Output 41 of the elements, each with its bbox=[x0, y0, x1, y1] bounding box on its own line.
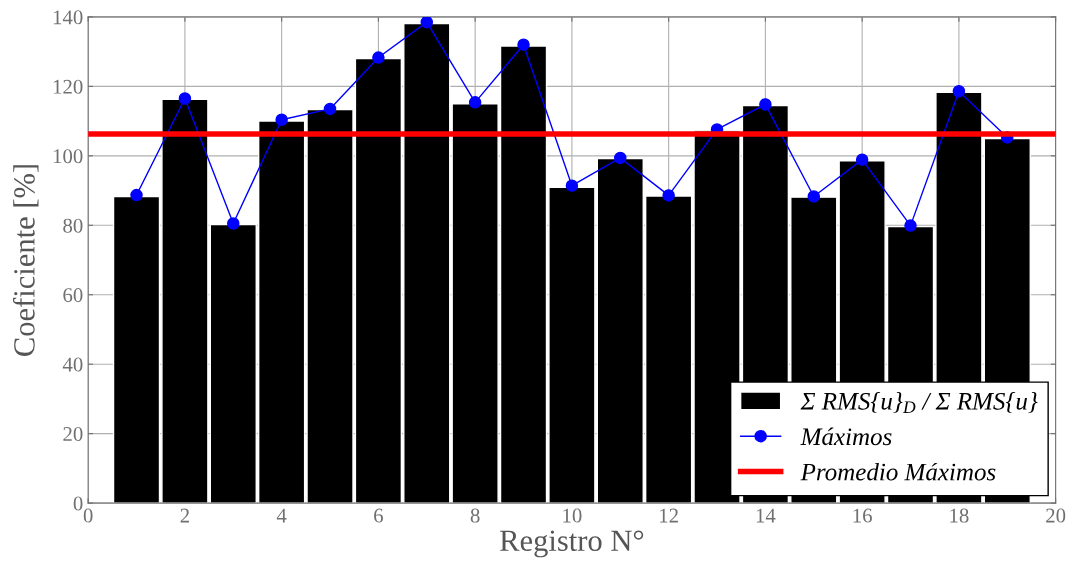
point bbox=[178, 92, 192, 105]
x-axis-title: Registro N° bbox=[500, 530, 644, 558]
x-tick-label: 12 bbox=[660, 508, 678, 523]
y-tick-label: 120 bbox=[53, 79, 83, 94]
point bbox=[323, 102, 337, 116]
x-tick-label: 14 bbox=[756, 508, 776, 523]
y-tick-label: 60 bbox=[63, 288, 83, 303]
legend-label: Promedio Máximos bbox=[800, 462, 996, 481]
point bbox=[565, 179, 579, 192]
x-tick-label: 20 bbox=[1046, 508, 1066, 523]
point bbox=[468, 96, 482, 109]
point bbox=[227, 217, 240, 230]
point bbox=[904, 219, 917, 232]
x-tick-label: 0 bbox=[83, 508, 93, 523]
y-tick-label: 0 bbox=[73, 496, 83, 511]
point bbox=[807, 190, 821, 203]
y-axis-title: Coeficiente [%] bbox=[12, 165, 39, 356]
legend-label: Máximos bbox=[800, 427, 892, 446]
point bbox=[662, 189, 675, 202]
legend-label: Σ RMS{u}$_{D}$ / Σ RMS{u} bbox=[800, 392, 1038, 413]
x-tick-label: 4 bbox=[276, 508, 287, 523]
point bbox=[952, 84, 966, 98]
point bbox=[130, 188, 143, 202]
point bbox=[517, 38, 530, 51]
point bbox=[614, 151, 627, 165]
y-tick-label: 140 bbox=[53, 10, 83, 25]
x-tick-label: 10 bbox=[563, 508, 582, 523]
x-tick-label: 16 bbox=[853, 508, 872, 523]
point bbox=[855, 153, 869, 166]
x-tick-label: 18 bbox=[950, 508, 969, 523]
y-tick-label: 80 bbox=[63, 218, 83, 233]
point bbox=[372, 51, 385, 64]
x-tick-label: 8 bbox=[470, 508, 480, 523]
x-tick-label: 2 bbox=[180, 508, 189, 523]
x-tick-label: 6 bbox=[374, 508, 383, 523]
y-tick-label: 100 bbox=[53, 149, 83, 164]
point bbox=[759, 98, 772, 111]
point bbox=[420, 16, 434, 29]
y-tick-label: 20 bbox=[63, 427, 83, 442]
point bbox=[275, 113, 288, 126]
y-tick-label: 40 bbox=[62, 357, 83, 372]
